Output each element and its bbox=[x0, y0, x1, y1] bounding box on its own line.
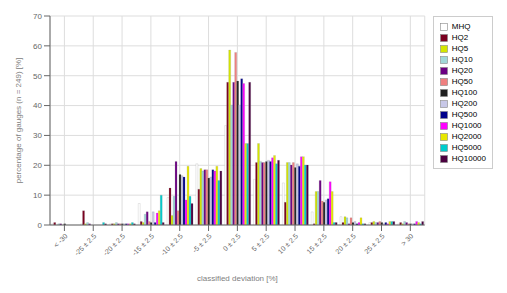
html-text:HQ200: HQ200 bbox=[451, 99, 478, 108]
svg-text:60: 60 bbox=[33, 42, 42, 51]
svg-text:-15 ± 2.5: -15 ± 2.5 bbox=[131, 232, 156, 257]
html-text:HQ20: HQ20 bbox=[451, 66, 473, 75]
svg-text:5 ± 2.5: 5 ± 2.5 bbox=[250, 232, 270, 252]
svg-text:0 ± 2.5: 0 ± 2.5 bbox=[222, 232, 242, 252]
html-text:HQ1000: HQ1000 bbox=[451, 121, 482, 130]
svg-text:70: 70 bbox=[33, 12, 42, 21]
svg-text:15 ± 2.5: 15 ± 2.5 bbox=[305, 232, 328, 255]
svg-text:> 30: > 30 bbox=[400, 232, 415, 247]
svg-text:25 ± 2.5: 25 ± 2.5 bbox=[363, 232, 386, 255]
html-text:MHQ: MHQ bbox=[451, 22, 471, 31]
html-text:HQ10: HQ10 bbox=[451, 55, 473, 64]
html-text:HQ2: HQ2 bbox=[451, 33, 469, 42]
svg-text:10: 10 bbox=[33, 191, 42, 200]
html-text:HQ5: HQ5 bbox=[451, 44, 469, 53]
svg-text:percentage of gauges (n = 249): percentage of gauges (n = 249) [%] bbox=[14, 58, 23, 184]
svg-text:0: 0 bbox=[38, 221, 43, 230]
svg-text:10 ± 2.5: 10 ± 2.5 bbox=[276, 232, 299, 255]
svg-text:-20 ± 2.5: -20 ± 2.5 bbox=[102, 232, 127, 257]
svg-text:classified deviation [%]: classified deviation [%] bbox=[197, 274, 278, 283]
svg-text:20 ± 2.5: 20 ± 2.5 bbox=[334, 232, 357, 255]
svg-text:-10 ± 2.5: -10 ± 2.5 bbox=[159, 232, 184, 257]
html-text:HQ100: HQ100 bbox=[451, 88, 478, 97]
html-text:HQ10000: HQ10000 bbox=[451, 154, 486, 163]
svg-text:-25 ± 2.5: -25 ± 2.5 bbox=[73, 232, 98, 257]
html-text:HQ5000: HQ5000 bbox=[451, 143, 482, 152]
svg-text:50: 50 bbox=[33, 72, 42, 81]
html-text:HQ2000: HQ2000 bbox=[451, 132, 482, 141]
svg-text:< -30: < -30 bbox=[52, 232, 68, 248]
svg-text:30: 30 bbox=[33, 131, 42, 140]
svg-text:40: 40 bbox=[33, 101, 42, 110]
html-text:HQ500: HQ500 bbox=[451, 110, 478, 119]
svg-text:20: 20 bbox=[33, 161, 42, 170]
html-text:HQ50: HQ50 bbox=[451, 77, 473, 86]
svg-text:-5 ± 2.5: -5 ± 2.5 bbox=[191, 232, 213, 254]
